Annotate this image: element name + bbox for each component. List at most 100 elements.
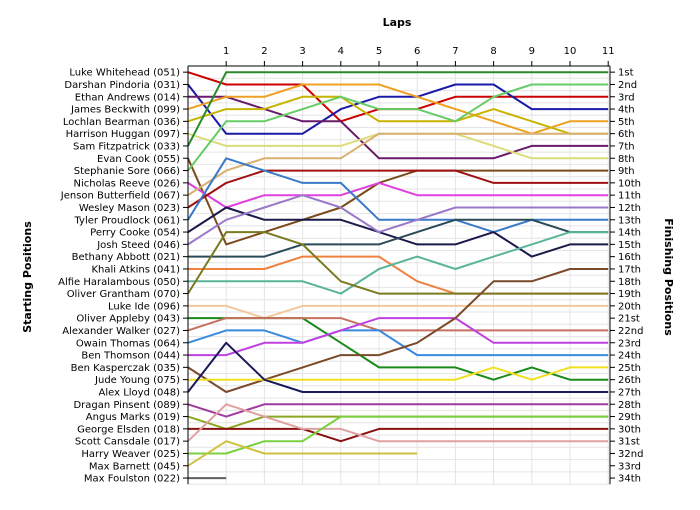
driver-label: Dragan Pinsent (089)	[73, 400, 180, 411]
lap-tick-label: 2	[261, 46, 267, 57]
series-line-18	[188, 231, 609, 295]
series-lines	[187, 71, 609, 480]
lap-tick-label: 3	[299, 46, 305, 57]
finish-position-label: 29th	[618, 412, 641, 423]
finish-position-label: 25th	[618, 363, 641, 374]
driver-label: Alfie Haralambous (050)	[58, 277, 180, 288]
finish-position-label: 8th	[618, 154, 635, 165]
driver-label: Harry Weaver (025)	[81, 449, 180, 460]
driver-label: Wesley Mason (023)	[79, 203, 180, 214]
driver-label: Stephanie Sore (066)	[74, 166, 180, 177]
driver-label: Ben Thomson (044)	[81, 351, 180, 362]
lap-tick-label: 4	[338, 46, 344, 57]
series-line-3	[188, 95, 609, 160]
driver-label: Owain Thomas (064)	[76, 338, 180, 349]
driver-label: Jude Young (075)	[94, 375, 180, 386]
series-line-22	[187, 317, 609, 332]
finish-position-label: 31st	[618, 437, 640, 448]
finish-position-label: 27th	[618, 387, 641, 398]
finish-position-label: 15th	[618, 240, 641, 251]
driver-label: Oliver Appleby (043)	[76, 314, 180, 325]
y-axis-label-right: Finishing Positions	[662, 218, 675, 336]
driver-label: Max Barnett (045)	[89, 461, 180, 472]
lap-tick-label: 1	[223, 46, 229, 57]
driver-label: Khali Atkins (041)	[91, 264, 180, 275]
driver-label: Oliver Grantham (070)	[67, 289, 180, 300]
driver-label: Angus Marks (019)	[86, 412, 180, 423]
driver-label: Jenson Butterfield (067)	[60, 191, 180, 202]
lap-tick-label: 6	[414, 46, 420, 57]
driver-label: James Beckwith (099)	[70, 105, 180, 116]
series-line-11	[187, 132, 609, 197]
lap-tick-label: 7	[452, 46, 458, 57]
y-axis-label-left: Starting Positions	[21, 221, 34, 333]
driver-label: Max Foulston (022)	[84, 474, 180, 485]
finish-position-label: 10th	[618, 178, 641, 189]
driver-label: Josh Steed (046)	[96, 240, 180, 251]
finish-position-label: 7th	[618, 141, 635, 152]
series-line-26	[188, 366, 609, 381]
starting-position-labels: Luke Whitehead (051)Darshan Pindoria (03…	[58, 68, 188, 485]
series-line-10	[187, 181, 609, 209]
series-line-2	[187, 83, 609, 135]
finish-position-label: 9th	[618, 166, 635, 177]
driver-label: Scott Cansdale (017)	[75, 437, 180, 448]
driver-label: Tyler Proudlock (061)	[74, 215, 181, 226]
series-line-32	[188, 415, 609, 455]
series-line-19	[187, 231, 609, 295]
finish-position-label: 26th	[618, 375, 641, 386]
finish-position-label: 5th	[618, 117, 635, 128]
finish-position-label: 3rd	[618, 92, 635, 103]
finish-position-label: 19th	[618, 289, 641, 300]
lap-tick-label: 11	[602, 46, 615, 57]
driver-label: Alex Lloyd (048)	[99, 387, 181, 398]
series-line-4	[187, 83, 609, 135]
series-line-20	[188, 304, 609, 320]
driver-label: Nicholas Reeve (026)	[74, 178, 181, 189]
series-line-31	[187, 403, 609, 443]
series-line-15	[187, 194, 609, 246]
series-line-23	[187, 329, 609, 357]
lap-tick-label: 9	[529, 46, 535, 57]
driver-label: Alexander Walker (027)	[62, 326, 180, 337]
finish-position-label: 28th	[618, 400, 641, 411]
driver-label: Ethan Andrews (014)	[75, 92, 180, 103]
driver-label: Bethany Abbott (021)	[72, 252, 180, 263]
series-line-8	[187, 157, 609, 246]
driver-label: Luke Ide (096)	[108, 301, 180, 312]
finish-position-label: 18th	[618, 277, 641, 288]
finish-position-label: 4th	[618, 105, 635, 116]
series-line-13	[187, 157, 609, 234]
finish-position-label: 24th	[618, 351, 641, 362]
finish-position-label: 6th	[618, 129, 635, 140]
driver-label: George Elsden (018)	[77, 424, 180, 435]
finish-position-label: 2nd	[618, 80, 637, 91]
lap-tick-label: 10	[564, 46, 577, 57]
finish-position-label: 20th	[618, 301, 641, 312]
driver-label: Luke Whitehead (051)	[69, 68, 180, 79]
driver-label: Darshan Pindoria (031)	[64, 80, 180, 91]
finish-position-label: 14th	[618, 228, 641, 239]
series-line-27	[187, 341, 609, 393]
series-line-16	[188, 218, 609, 258]
finish-position-label: 32nd	[618, 449, 643, 460]
lap-tick-label: 8	[490, 46, 496, 57]
series-line-30	[188, 427, 609, 443]
finish-position-label: 30th	[618, 424, 641, 435]
series-line-7	[187, 71, 609, 147]
finish-position-label: 33rd	[618, 461, 641, 472]
series-line-5	[187, 95, 609, 135]
series-line-9	[187, 83, 609, 172]
driver-label: Lochlan Bearman (036)	[63, 117, 180, 128]
finish-position-label: 34th	[618, 474, 641, 485]
series-line-33	[187, 440, 418, 467]
finish-position-label: 1st	[618, 68, 634, 79]
lap-tick-label: 5	[376, 46, 382, 57]
finish-position-label: 11th	[618, 191, 641, 202]
finish-position-label: 23rd	[618, 338, 641, 349]
series-line-25	[187, 268, 609, 393]
finish-position-label: 12th	[618, 203, 641, 214]
driver-label: Sam Fitzpatrick (033)	[73, 141, 180, 152]
